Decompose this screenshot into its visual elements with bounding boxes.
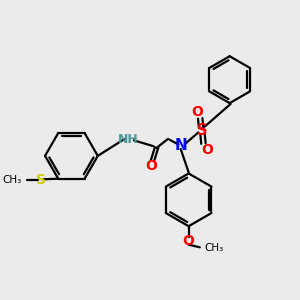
- Text: O: O: [183, 234, 195, 248]
- Text: S: S: [36, 173, 46, 187]
- Text: S: S: [196, 124, 207, 139]
- Text: N: N: [175, 138, 188, 153]
- Text: O: O: [191, 105, 203, 119]
- Text: O: O: [145, 158, 157, 172]
- Text: O: O: [201, 143, 213, 157]
- Text: CH₃: CH₃: [2, 175, 22, 184]
- Text: NH: NH: [118, 133, 139, 146]
- Text: CH₃: CH₃: [205, 243, 224, 253]
